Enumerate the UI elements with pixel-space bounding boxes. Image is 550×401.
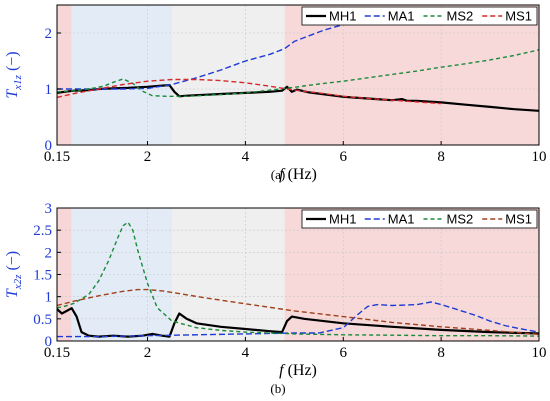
- y-tick-label: 1.5: [33, 268, 52, 284]
- y-tick-label: 1: [45, 82, 53, 98]
- y-tick-label: 3: [45, 201, 53, 217]
- frequency-band-0: [57, 5, 72, 145]
- plot-frame: [56, 4, 540, 146]
- x-tick-label: 8: [437, 149, 445, 165]
- y-tick-label: 1: [45, 290, 53, 306]
- legend: MH1 MA1 MS2 MS1: [301, 6, 538, 26]
- x-tick-label: 10: [532, 149, 547, 165]
- series-line-ms2: [57, 49, 539, 97]
- x-tick-label: 0.15: [44, 149, 70, 165]
- series-line-mh1: [57, 307, 539, 338]
- frequency-band-2: [171, 208, 285, 341]
- frequency-band-3: [284, 5, 539, 145]
- x-axis-label: f (Hz): [279, 166, 317, 183]
- legend-label-ma1: MA1: [388, 212, 415, 227]
- x-tick-label: 2: [144, 345, 152, 361]
- x-tick-label: 2: [144, 149, 152, 165]
- panel-caption: (b): [270, 381, 285, 396]
- x-tick-label: 6: [340, 345, 348, 361]
- y-tick-label: 0: [45, 334, 53, 350]
- legend-label-ms1: MS1: [505, 212, 532, 227]
- legend-box: [301, 209, 538, 229]
- legend: MH1 MA1 MS2 MS1: [301, 209, 538, 229]
- y-tick-label: 0: [45, 138, 53, 154]
- y-tick-label: 2: [45, 26, 53, 42]
- series-line-ms2: [57, 221, 539, 337]
- y-axis-label: Tx2z (−): [4, 251, 24, 298]
- legend-label-mh1: MH1: [329, 212, 356, 227]
- y-tick-label: 2.5: [33, 223, 52, 239]
- x-axis-label: f (Hz): [279, 362, 317, 379]
- chart-panel-a: 0.15 2 4 6 8 10 0 1 2 f (Hz) Tx1z (−) MH1 MA1 MS2 MS1 (…: [4, 4, 547, 183]
- legend-label-ma1: MA1: [388, 9, 415, 24]
- x-tick-label: 0.15: [44, 345, 70, 361]
- legend-label-ms2: MS2: [447, 212, 474, 227]
- legend-label-ms1: MS1: [505, 9, 532, 24]
- x-tick-label: 10: [532, 345, 547, 361]
- x-tick-label: 6: [340, 149, 348, 165]
- series-line-ms1: [57, 288, 539, 336]
- series-line-mh1: [57, 84, 539, 112]
- chart-panel-b: 0.15 2 4 6 8 10 0 0.5 1 1.5 2 2.5 3 f (Hz) Tx2z (−) MH1…: [4, 201, 547, 396]
- frequency-band-2: [171, 5, 285, 145]
- legend-box: [301, 6, 538, 26]
- y-tick-label: 0.5: [33, 312, 52, 328]
- series-line-ms1: [57, 78, 442, 105]
- y-axis-label: Tx1z (−): [4, 51, 24, 98]
- series-line-ma1: [57, 301, 539, 338]
- legend-label-mh1: MH1: [329, 9, 356, 24]
- frequency-band-1: [71, 5, 172, 145]
- legend-label-ms2: MS2: [447, 9, 474, 24]
- x-tick-label: 8: [437, 345, 445, 361]
- y-tick-label: 2: [45, 245, 53, 261]
- x-tick-label: 4: [242, 149, 250, 165]
- x-tick-label: 4: [242, 345, 250, 361]
- panel-caption: (a): [271, 167, 285, 182]
